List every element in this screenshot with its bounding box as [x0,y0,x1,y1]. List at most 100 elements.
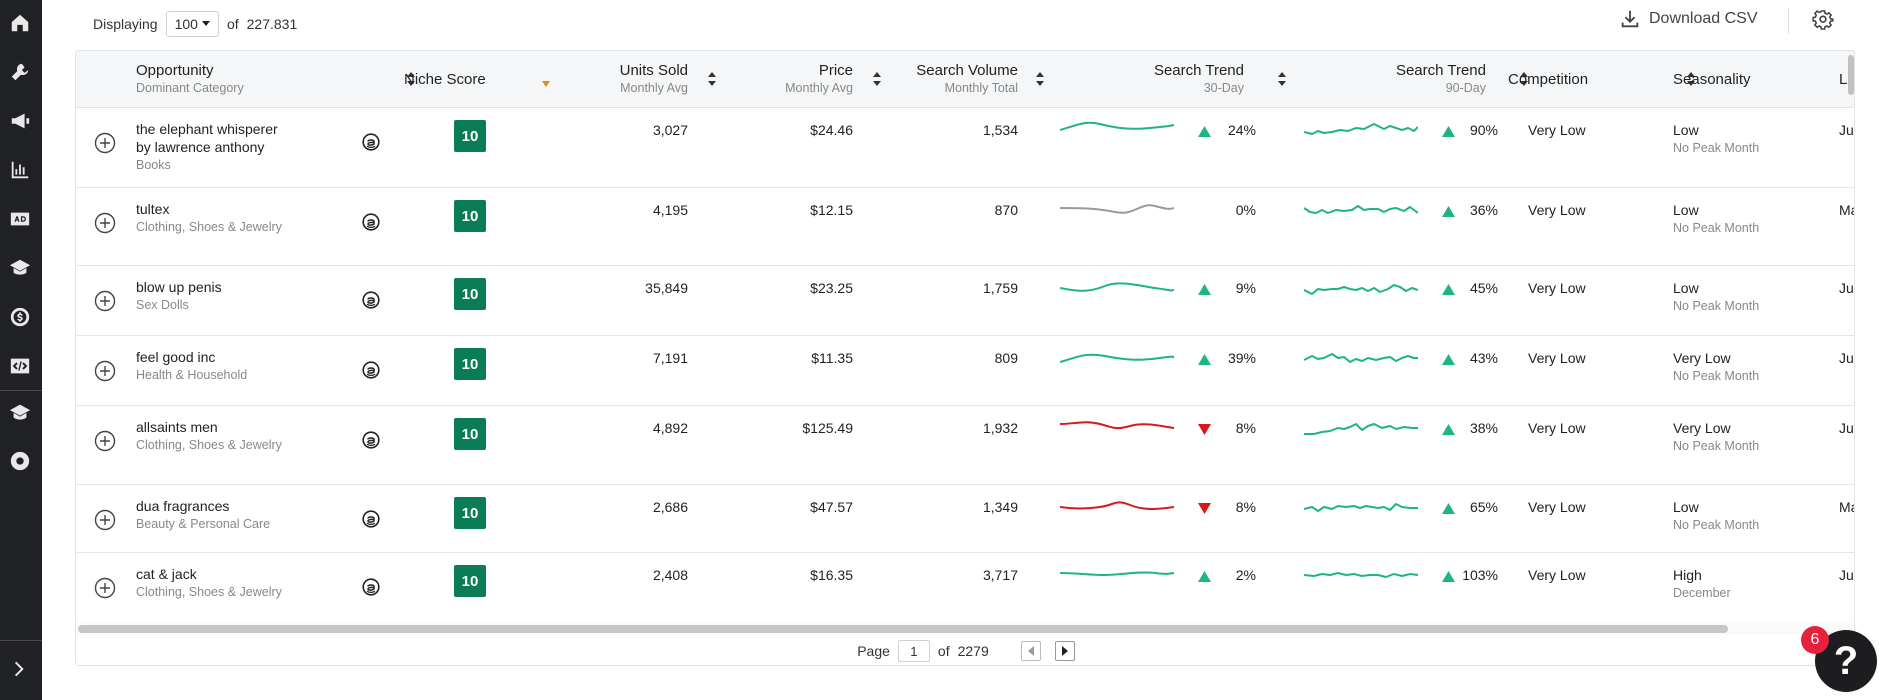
horizontal-scrollbar[interactable] [76,623,1854,635]
sidebar [0,0,42,700]
sort-icon[interactable] [1687,72,1695,86]
opportunity-name[interactable]: tultex [136,201,170,217]
education-icon[interactable] [5,253,35,283]
expand-row-plus-icon[interactable] [94,360,116,382]
sort-icon[interactable] [1520,72,1528,86]
table-row[interactable]: dua fragrances Beauty & Personal Care 10 2,… [76,485,1854,553]
analytics-icon[interactable] [5,155,35,185]
code-icon[interactable] [5,351,35,381]
table-row[interactable]: the elephant whisperer by lawrence antho… [76,108,1854,188]
sidebar-divider [0,390,42,391]
units-sold-value: 2,408 [652,567,688,583]
col-search-volume[interactable]: Search Volume Monthly Total [886,62,1018,96]
opportunity-name[interactable]: dua fragrances [136,498,230,514]
search-trend-90-sparkline [1304,416,1418,440]
download-csv-label: Download CSV [1649,10,1758,27]
sort-icon[interactable] [873,72,881,86]
launch-value-truncated: Ju [1839,350,1854,366]
seasonality-cell: Low No Peak Month [1673,498,1823,534]
competition-value: Very Low [1528,499,1586,515]
vertical-scrollbar[interactable] [1846,51,1854,623]
prev-page-button[interactable] [1020,641,1041,661]
col-launch[interactable]: L [1839,71,1847,89]
amazon-icon[interactable] [362,510,380,528]
expand-row-plus-icon[interactable] [94,132,116,154]
col-sublabel: Monthly Avg [620,81,688,95]
col-sublabel: Monthly Avg [785,81,853,95]
seasonality-cell: Low No Peak Month [1673,279,1823,315]
sort-icon[interactable] [1036,72,1044,86]
caret-down-icon [201,21,210,26]
horizontal-scroll-thumb[interactable] [78,625,1728,633]
launch-value-truncated: Ju [1839,122,1854,138]
search-trend-90-sparkline [1303,346,1418,370]
total-count: 227.831 [246,16,298,32]
amazon-icon[interactable] [362,431,380,449]
sort-icon[interactable] [407,72,415,86]
sort-desc-active-icon[interactable] [542,75,550,87]
competition-value: Very Low [1528,350,1586,366]
search-volume-value: 870 [994,202,1018,218]
opportunities-table: Opportunity Dominant Category Niche Score… [75,50,1855,666]
units-sold-value: 4,195 [652,202,688,218]
expand-row-plus-icon[interactable] [94,290,116,312]
opportunity-name[interactable]: blow up penis [136,279,222,295]
opportunity-name[interactable]: allsaints men [136,419,218,435]
expand-chevron-icon[interactable] [5,654,35,684]
opportunity-name[interactable]: the elephant whisperer by lawrence antho… [136,121,278,155]
help-question-icon: ? [1833,638,1859,683]
col-units-sold[interactable]: Units Sold Monthly Avg [561,62,688,96]
expand-row-plus-icon[interactable] [94,212,116,234]
col-search-trend-30[interactable]: Search Trend 30-Day [1096,62,1244,96]
wrench-icon[interactable] [5,57,35,87]
table-row[interactable]: cat & jack Clothing, Shoes & Jewelry 10 2,4… [76,553,1854,623]
col-opportunity[interactable]: Opportunity Dominant Category [136,62,244,96]
launch-value-truncated: Ma [1839,499,1854,515]
amazon-icon[interactable] [362,291,380,309]
expand-row-plus-icon[interactable] [94,430,116,452]
table-row[interactable]: blow up penis Sex Dolls 10 35,849 $23.25 1,75… [76,266,1854,336]
seasonality-peak: No Peak Month [1673,518,1760,532]
table-row[interactable]: feel good inc Health & Household 10 7,191 $1… [76,336,1854,406]
money-icon[interactable] [5,302,35,332]
chrome-extension-icon[interactable] [5,446,35,476]
vertical-scroll-thumb[interactable] [1848,55,1854,95]
ad-icon[interactable] [5,204,35,234]
opportunity-name[interactable]: cat & jack [136,566,197,582]
launch-value-truncated: Ju [1839,280,1854,296]
displaying-control: Displaying 100 of 227.831 [93,11,297,37]
megaphone-icon[interactable] [5,106,35,136]
help-button[interactable]: ? [1815,630,1877,692]
expand-row-plus-icon[interactable] [94,509,116,531]
trend-up-icon [1442,422,1455,435]
search-trend-90-value: 90% [1469,122,1498,138]
next-page-button[interactable] [1054,641,1075,661]
expand-row-plus-icon[interactable] [94,577,116,599]
settings-gear-icon[interactable] [1811,8,1835,32]
amazon-icon[interactable] [362,361,380,379]
seasonality-cell: Very Low No Peak Month [1673,349,1823,385]
academy-icon[interactable] [5,397,35,427]
col-price[interactable]: Price Monthly Avg [729,62,853,96]
col-competition[interactable]: Competition [1508,71,1588,89]
sort-icon[interactable] [708,72,716,86]
amazon-icon[interactable] [362,578,380,596]
col-niche-score[interactable]: Niche Score [404,71,486,89]
col-seasonality[interactable]: Seasonality [1673,71,1751,89]
download-csv-button[interactable]: Download CSV [1619,8,1758,30]
seasonality-peak: December [1673,586,1731,600]
page-size-select[interactable]: 100 [165,11,219,37]
notification-badge[interactable]: 6 [1801,626,1829,654]
amazon-icon[interactable] [362,133,380,151]
opportunity-cell: allsaints men Clothing, Shoes & Jewelry [136,418,291,454]
amazon-icon[interactable] [362,213,380,231]
table-row[interactable]: tultex Clothing, Shoes & Jewelry 10 4,195 $1… [76,188,1854,266]
home-icon[interactable] [5,8,35,38]
page-number-input[interactable]: 1 [897,640,930,662]
col-search-trend-90[interactable]: Search Trend 90-Day [1338,62,1486,96]
sort-icon[interactable] [1278,72,1286,86]
price-value: $125.49 [802,420,853,436]
opportunity-name[interactable]: feel good inc [136,349,216,365]
niche-score-badge: 10 [454,278,486,310]
table-row[interactable]: allsaints men Clothing, Shoes & Jewelry 10… [76,406,1854,485]
